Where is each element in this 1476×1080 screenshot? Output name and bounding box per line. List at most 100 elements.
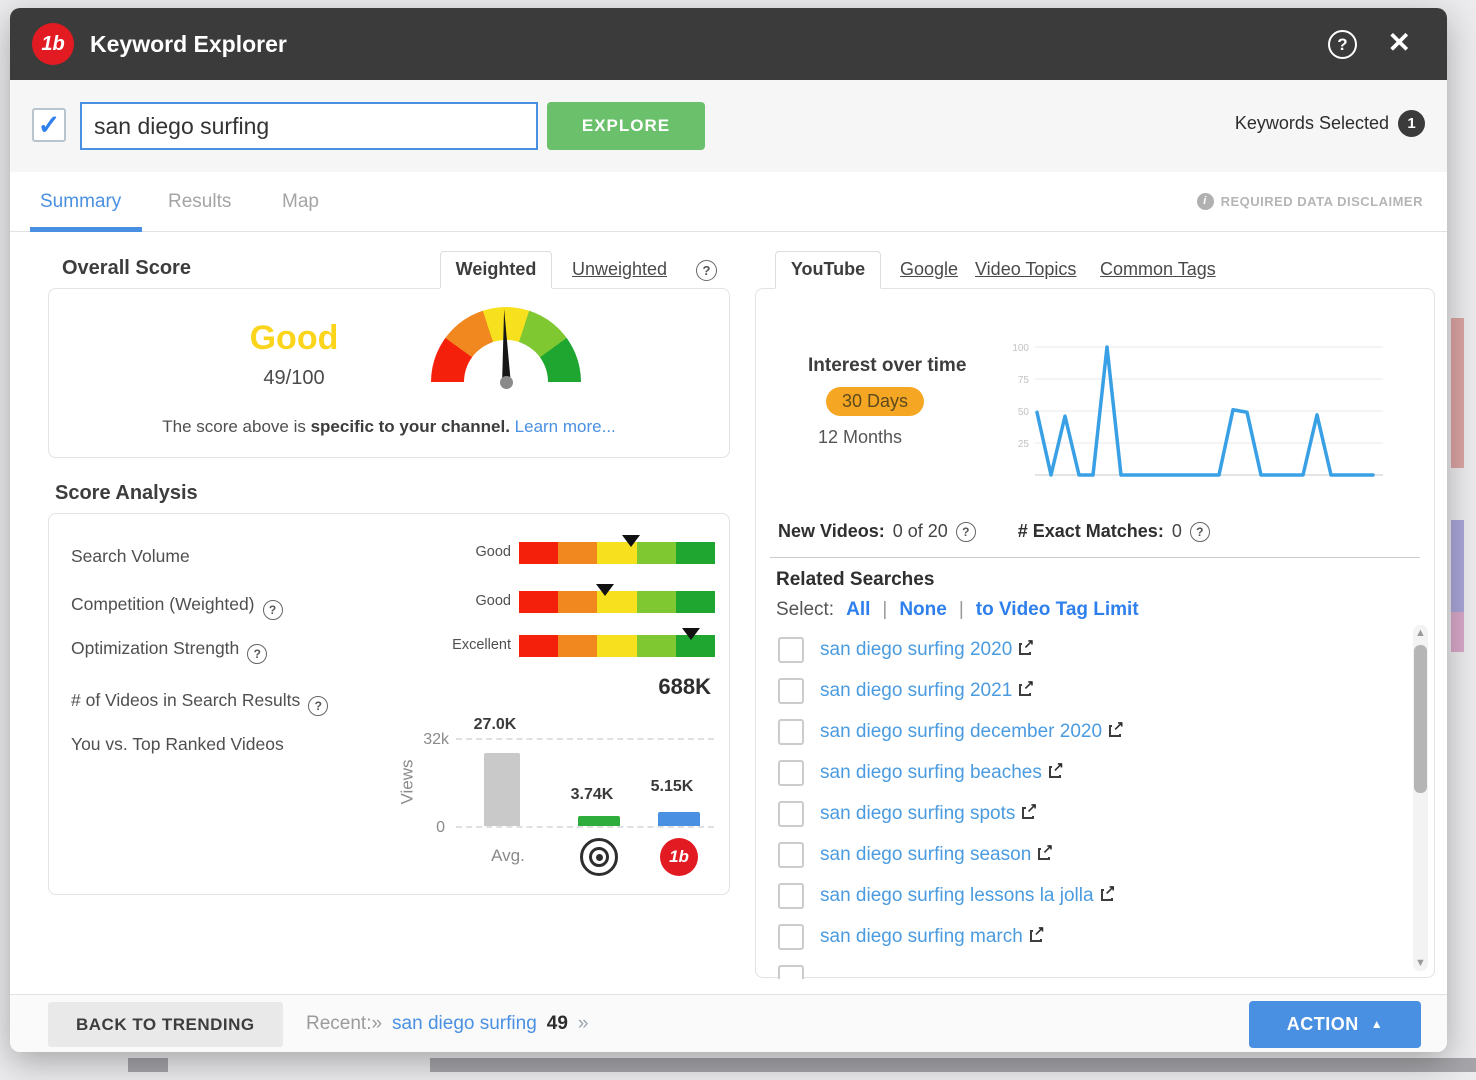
new-videos-help-icon[interactable]: ?: [955, 521, 976, 542]
your-channel-bar: [658, 812, 700, 826]
select-tag-limit-link[interactable]: to Video Tag Limit: [975, 599, 1139, 620]
recent-next-icon[interactable]: »: [577, 1012, 589, 1034]
tab-weighted[interactable]: Weighted: [440, 251, 552, 289]
external-link-icon: ↗: [1029, 923, 1046, 942]
competition-scale: Good: [476, 584, 716, 613]
explore-button[interactable]: EXPLORE: [547, 102, 705, 150]
optimization-label: Optimization Strength?: [71, 638, 268, 664]
external-link-icon: ↗: [1019, 677, 1036, 696]
tab-common-tags[interactable]: Common Tags: [1100, 259, 1216, 279]
related-checkbox[interactable]: [778, 801, 804, 827]
recent-label: Recent:»: [306, 1012, 383, 1034]
external-link-icon: ↗: [1109, 718, 1126, 737]
tab-video-topics[interactable]: Video Topics: [975, 259, 1077, 279]
related-link[interactable]: san diego surfing december 2020 ↗: [820, 718, 1126, 742]
avg-bar: [484, 753, 520, 826]
tab-results[interactable]: Results: [168, 190, 232, 212]
keyword-explorer-modal: 1b Keyword Explorer ? ✕ ✓ EXPLORE Keywor…: [10, 8, 1447, 1052]
background-page: [1451, 520, 1464, 612]
select-all-link[interactable]: All: [846, 599, 871, 620]
related-searches-heading: Related Searches: [776, 569, 935, 590]
background-page: [128, 1058, 168, 1072]
close-icon[interactable]: ✕: [1387, 27, 1411, 58]
scroll-down-icon[interactable]: ▼: [1415, 957, 1426, 969]
action-button[interactable]: ACTION ▲: [1249, 1001, 1421, 1048]
required-data-disclaimer[interactable]: i REQUIRED DATA DISCLAIMER: [1196, 172, 1423, 231]
check-icon: ✓: [37, 110, 61, 140]
exact-matches-value: 0: [1171, 521, 1182, 541]
tab-unweighted[interactable]: Unweighted: [572, 259, 668, 279]
related-link[interactable]: san diego surfing spots ↗: [820, 800, 1039, 824]
overall-rating: Good: [249, 319, 339, 357]
external-link-icon: ↗: [1100, 882, 1117, 901]
keywords-selected-count-badge: 1: [1398, 110, 1425, 137]
score-note: The score above is specific to your chan…: [49, 417, 729, 437]
top-ranked-bar: [578, 815, 620, 826]
related-scrollbar[interactable]: ▲ ▼: [1413, 625, 1428, 971]
mini-bar-chart: [456, 738, 714, 828]
related-checkbox[interactable]: [778, 883, 804, 909]
tab-google[interactable]: Google: [900, 259, 959, 279]
related-search-row: san diego surfing spots ↗: [756, 800, 1376, 831]
background-page: [430, 1058, 1476, 1072]
keyword-checkbox[interactable]: ✓: [32, 108, 66, 142]
help-icon[interactable]: ?: [1328, 30, 1357, 59]
caret-up-icon: ▲: [1370, 1017, 1384, 1031]
overall-score-heading: Overall Score: [62, 257, 191, 279]
competition-rating: Good: [475, 593, 511, 609]
select-none-link[interactable]: None: [899, 599, 947, 620]
related-checkbox[interactable]: [778, 719, 804, 745]
score-gauge: [431, 307, 581, 389]
related-checkbox[interactable]: [778, 965, 804, 979]
scroll-up-icon[interactable]: ▲: [1415, 627, 1426, 639]
related-link[interactable]: san diego surfing lessons la jolla ↗: [820, 882, 1117, 906]
tab-youtube[interactable]: YouTube: [775, 251, 881, 289]
keyword-input[interactable]: [80, 102, 538, 150]
background-page: [1451, 612, 1464, 652]
gauge-pivot: [499, 376, 513, 389]
new-videos-label: New Videos:: [778, 521, 885, 541]
related-checkbox[interactable]: [778, 760, 804, 786]
external-link-icon: ↗: [1022, 800, 1039, 819]
modal-header: 1b Keyword Explorer ? ✕: [10, 8, 1447, 80]
main-tabbar: Summary Results Map i REQUIRED DATA DISC…: [10, 172, 1447, 232]
related-search-row: san diego surfing 2021 ↗: [756, 677, 1376, 708]
keywords-selected[interactable]: Keywords Selected 1: [1235, 110, 1425, 137]
competition-marker: [596, 584, 615, 596]
score-note-prefix: The score above is: [162, 417, 311, 436]
divider: [770, 557, 1420, 558]
exact-matches-help-icon[interactable]: ?: [1189, 521, 1210, 542]
weighted-help-icon[interactable]: ?: [696, 260, 717, 281]
optimization-help-icon[interactable]: ?: [247, 644, 268, 664]
tab-summary[interactable]: Summary: [40, 190, 122, 212]
tab-map[interactable]: Map: [282, 190, 319, 212]
period-30-days-pill[interactable]: 30 Days: [826, 387, 925, 416]
related-link[interactable]: san diego surfing season ↗: [820, 841, 1055, 865]
external-link-icon: ↗: [1038, 841, 1055, 860]
related-checkbox[interactable]: [778, 842, 804, 868]
learn-more-link[interactable]: Learn more...: [514, 417, 616, 436]
recent-keyword-link[interactable]: san diego surfing: [392, 1012, 537, 1034]
youtube-panel-card: Interest over time 30 Days 12 Months 100…: [755, 288, 1435, 979]
related-link[interactable]: san diego surfing 2020 ↗: [820, 636, 1036, 660]
scrollbar-thumb[interactable]: [1414, 645, 1427, 793]
external-link-icon: ↗: [1048, 759, 1065, 778]
compare-label: You vs. Top Ranked Videos: [71, 734, 284, 754]
related-search-row: san diego surfing beaches ↗: [756, 759, 1376, 790]
related-link[interactable]: san diego surfing march ↗: [820, 923, 1046, 947]
separator: |: [958, 599, 964, 620]
period-12-months[interactable]: 12 Months: [818, 427, 903, 447]
competition-help-icon[interactable]: ?: [262, 600, 283, 620]
related-checkbox[interactable]: [778, 637, 804, 663]
related-link[interactable]: san diego surfing beaches ↗: [820, 759, 1065, 783]
related-checkbox[interactable]: [778, 924, 804, 950]
back-to-trending-button[interactable]: BACK TO TRENDING: [48, 1002, 283, 1047]
mini-chart-ylabel: Views: [397, 759, 417, 805]
videos-count-value: 688K: [658, 674, 711, 699]
overall-score-card: Good 49/100 The score above is specific …: [48, 288, 730, 458]
modal-title: Keyword Explorer: [90, 31, 287, 57]
related-checkbox[interactable]: [778, 678, 804, 704]
related-link[interactable]: san diego surfing 2021 ↗: [820, 677, 1036, 701]
ytick-25: 25: [1018, 439, 1030, 450]
videos-count-help-icon[interactable]: ?: [308, 696, 329, 716]
